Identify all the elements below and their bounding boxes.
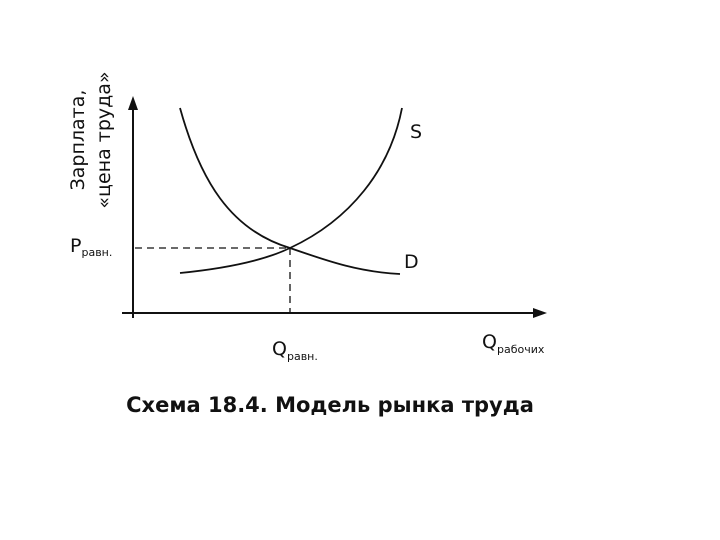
- label-main: Q: [482, 331, 497, 353]
- demand-curve: [179, 107, 401, 275]
- x-axis-label: Qрабочих: [482, 331, 545, 356]
- x-axis-arrow: [533, 308, 547, 318]
- label-sub: равн.: [287, 350, 318, 363]
- label-main: P: [70, 235, 81, 257]
- supply-curve: [179, 107, 403, 274]
- y-label-line: «цена труда»: [93, 71, 115, 208]
- quantity-label: Qравн.: [272, 338, 318, 363]
- label-sub: рабочих: [497, 343, 545, 356]
- supply-label: S: [410, 121, 422, 143]
- label-sub: равн.: [81, 246, 112, 259]
- caption: Схема 18.4. Модель рынка труда: [126, 393, 534, 417]
- y-axis-label: Зарплата, «цена труда»: [67, 71, 115, 208]
- y-label-line: Зарплата,: [67, 90, 89, 191]
- demand-label: D: [404, 251, 419, 273]
- price-label: Pравн.: [70, 235, 112, 259]
- y-axis-arrow: [128, 96, 138, 110]
- label-main: Q: [272, 338, 287, 360]
